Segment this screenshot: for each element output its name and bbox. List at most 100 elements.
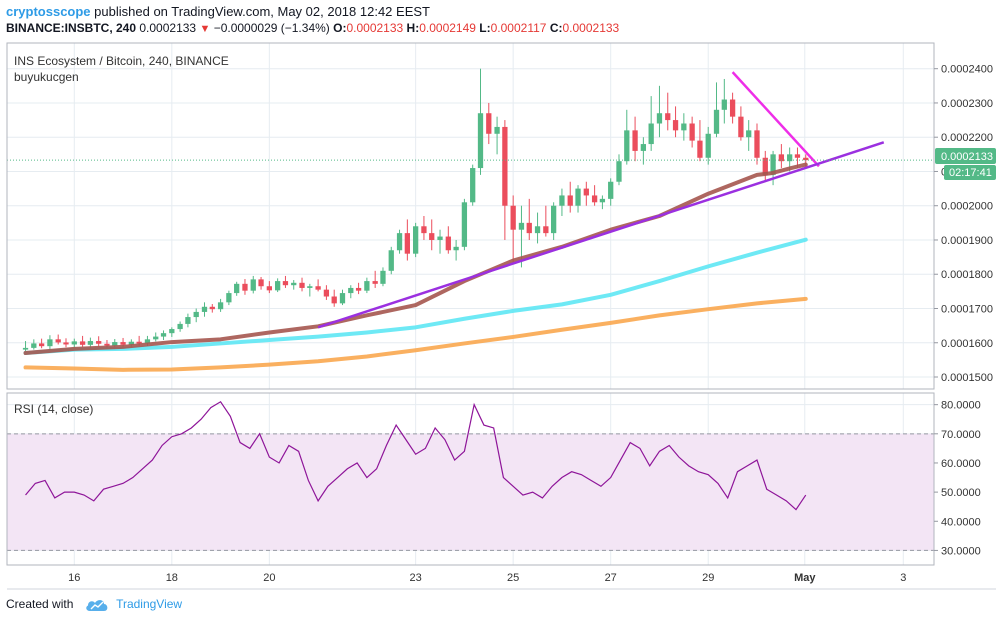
time-tick-label: May xyxy=(794,572,816,584)
candle-down xyxy=(591,195,598,203)
candle-up xyxy=(551,205,557,234)
time-tick-label: 29 xyxy=(702,572,714,584)
tradingview-link[interactable]: TradingView xyxy=(116,597,183,611)
time-tick-label: 3 xyxy=(900,572,906,584)
candle-up xyxy=(746,130,752,138)
candle-down xyxy=(120,342,126,345)
candle-up xyxy=(291,282,297,286)
rsi-pane-border xyxy=(6,392,935,566)
candle-up xyxy=(599,198,606,203)
candle-down xyxy=(778,154,785,162)
candle-up xyxy=(87,341,94,345)
candle-up xyxy=(453,246,459,251)
time-tick-label: 27 xyxy=(605,572,617,584)
main-legend: INS Ecosystem / Bitcoin, 240, BINANCE bu… xyxy=(14,53,229,85)
candle-up xyxy=(640,144,647,151)
chart-title: INS Ecosystem / Bitcoin, 240, BINANCE xyxy=(14,54,229,68)
candle-up xyxy=(112,342,118,346)
candle-down xyxy=(242,283,248,291)
candle-up xyxy=(518,222,525,230)
price-tick-label: 0.0001700 xyxy=(941,303,993,315)
candle-up xyxy=(477,113,484,169)
candle-down xyxy=(331,296,337,304)
candle-up xyxy=(153,336,159,340)
candle-down xyxy=(96,341,102,344)
time-axis[interactable]: 16 18 20 23 25 27 29 May 3 xyxy=(68,572,906,584)
price-axis[interactable]: 0.00024000.00023000.00022000.00021000.00… xyxy=(934,64,993,384)
candle-down xyxy=(421,226,427,234)
candle-down xyxy=(136,341,142,344)
candle-down xyxy=(209,306,215,310)
tradingview-cloud-icon xyxy=(85,599,108,611)
price-badge-box xyxy=(935,148,996,164)
open-label: O: xyxy=(333,21,347,35)
candle-down xyxy=(79,341,86,345)
rsi-line xyxy=(25,400,807,511)
price-tick-label: 0.0002300 xyxy=(941,98,993,110)
main-pane-border xyxy=(6,42,935,390)
candle-up xyxy=(226,293,232,303)
candle-up xyxy=(274,281,281,291)
candle-up xyxy=(185,317,191,324)
low-label: L: xyxy=(479,21,491,35)
time-tick-label: 18 xyxy=(166,572,178,584)
time-tick-label: 20 xyxy=(263,572,275,584)
rsi-tick-label: 80.0000 xyxy=(941,400,981,412)
candle-down xyxy=(632,130,638,151)
candle-down xyxy=(404,233,410,254)
candle-down xyxy=(299,282,305,288)
candle-down xyxy=(63,342,69,345)
trendline-rising xyxy=(317,141,885,329)
time-tick-label: 23 xyxy=(410,572,422,584)
candle-down xyxy=(672,120,679,131)
moving-averages xyxy=(23,162,808,372)
candle-up xyxy=(380,270,386,284)
candle-up xyxy=(534,226,541,234)
rsi-axis[interactable]: 80.0000 70.0000 60.0000 50.0000 40.0000 30.00… xyxy=(934,400,981,558)
price-badge-value: 0.0002133 xyxy=(941,151,993,163)
candle-down xyxy=(510,205,516,230)
rsi-tick-label: 40.0000 xyxy=(941,516,981,528)
close-label: C: xyxy=(549,21,563,35)
candle-down xyxy=(355,287,362,291)
rsi-legend: RSI (14, close) xyxy=(14,402,94,416)
candle-down xyxy=(665,113,671,121)
price-tick-label: 0.0002000 xyxy=(941,201,993,213)
ohlc-line: BINANCE:INSBTC, 240 0.0002133 ▼ −0.00000… xyxy=(6,20,619,37)
candle-up xyxy=(681,123,687,131)
candle-down xyxy=(502,126,508,206)
candle-up xyxy=(608,181,614,199)
candle-up xyxy=(71,341,77,345)
candle-up xyxy=(234,283,240,294)
last-price: 0.0002133 xyxy=(139,21,197,35)
trendline-falling xyxy=(731,71,820,168)
ma-slow-line xyxy=(23,296,808,372)
created-with-label: Created with xyxy=(6,597,74,611)
publisher-name[interactable]: cryptosscope xyxy=(6,4,91,19)
candle-up xyxy=(169,329,175,334)
candle-up xyxy=(470,168,476,203)
candle-up xyxy=(339,293,346,304)
candle-up xyxy=(364,281,370,291)
candle-up xyxy=(705,133,711,158)
candle-up xyxy=(31,343,37,348)
price-tick-label: 0.0001500 xyxy=(941,372,993,384)
price-tick-label: 0.0002400 xyxy=(941,64,993,76)
pane-frames xyxy=(6,42,996,590)
candle-down xyxy=(526,222,532,234)
countdown-badge-box xyxy=(944,165,996,180)
candle-up xyxy=(307,286,313,288)
candle-up xyxy=(396,233,403,251)
ma-fast-line xyxy=(23,162,808,356)
candle-down xyxy=(803,157,809,161)
candle-down xyxy=(282,281,289,286)
candle-up xyxy=(616,161,622,182)
candle-down xyxy=(583,188,589,196)
candle-down xyxy=(372,281,378,284)
candle-up xyxy=(770,154,776,175)
candle-down xyxy=(567,195,573,206)
high-value: 0.0002149 xyxy=(419,21,476,35)
candle-up xyxy=(412,226,419,254)
idea-author: buyukucgen xyxy=(14,70,79,84)
